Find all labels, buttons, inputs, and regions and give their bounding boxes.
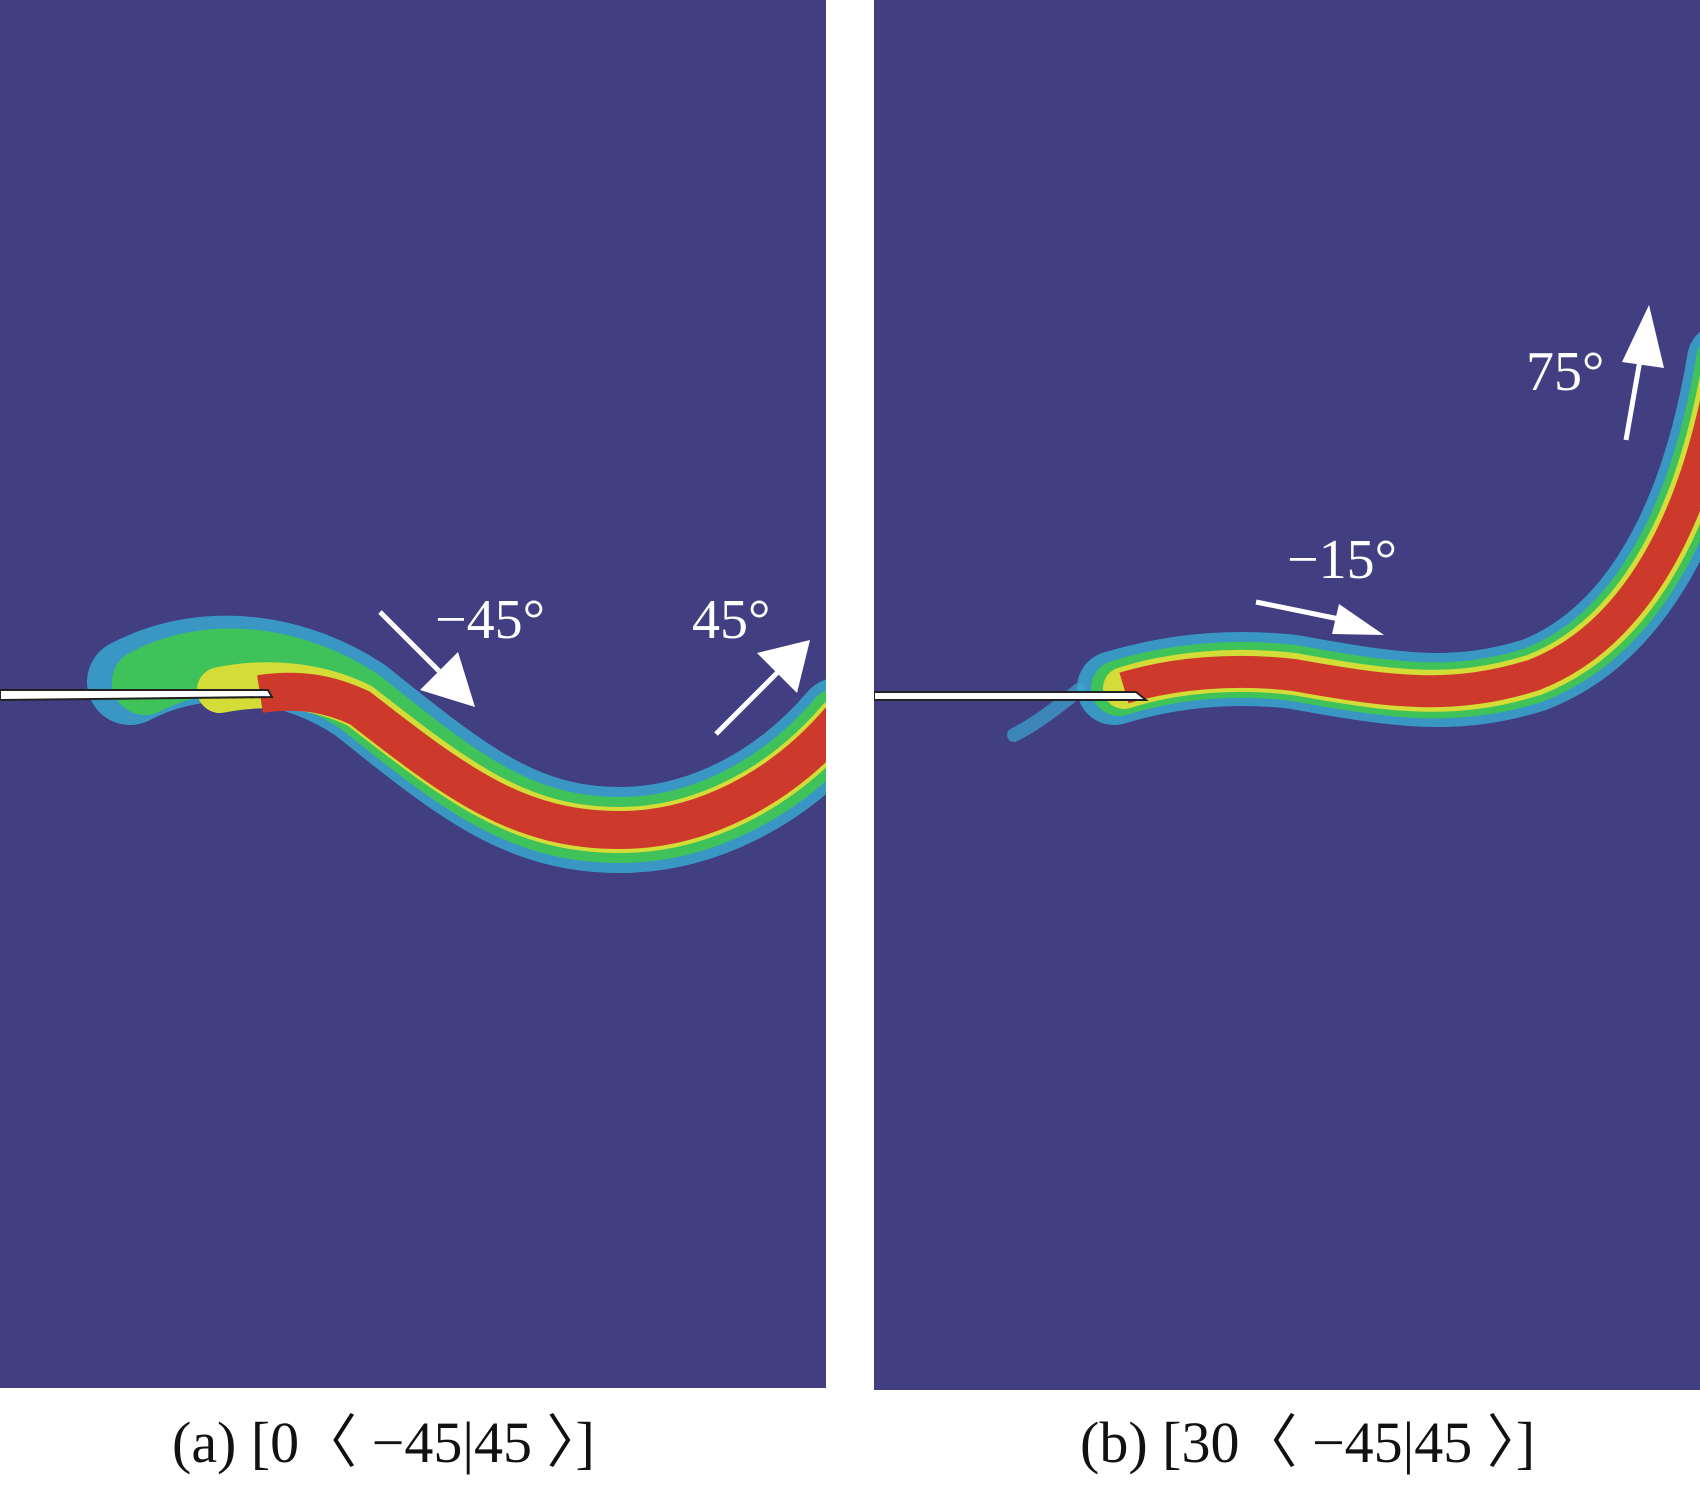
panel-b-label-first: −15°: [1287, 529, 1397, 591]
panel-b-arrow-second: [1622, 305, 1664, 441]
panel-b-crack-band: [1077, 332, 1700, 727]
panel-a-arrow-second: [714, 640, 810, 736]
panel-a: −45° 45°: [0, 0, 826, 1388]
panel-a-notch: [0, 689, 274, 702]
panel-b-band-core: [1119, 399, 1700, 708]
panel-b-caption: (b) [30〈 −45|45 〉]: [1080, 1410, 1536, 1475]
panel-b-notch: [874, 691, 1149, 701]
panel-b-arrow-first: [1255, 599, 1384, 635]
panel-a-label-first: −45°: [435, 589, 545, 651]
panel-b: −15° 75°: [874, 0, 1700, 1390]
panel-a-arrow-first: [378, 610, 475, 707]
panel-a-band-core: [257, 672, 826, 850]
panel-a-label-second: 45°: [692, 589, 770, 651]
panel-a-caption: (a) [0〈 −45|45 〉]: [172, 1410, 595, 1475]
panel-b-field: −15° 75°: [874, 0, 1700, 1390]
panel-b-label-second: 75°: [1526, 341, 1604, 403]
panel-a-crack-band: [87, 615, 826, 874]
panel-a-field: −45° 45°: [0, 0, 826, 1388]
